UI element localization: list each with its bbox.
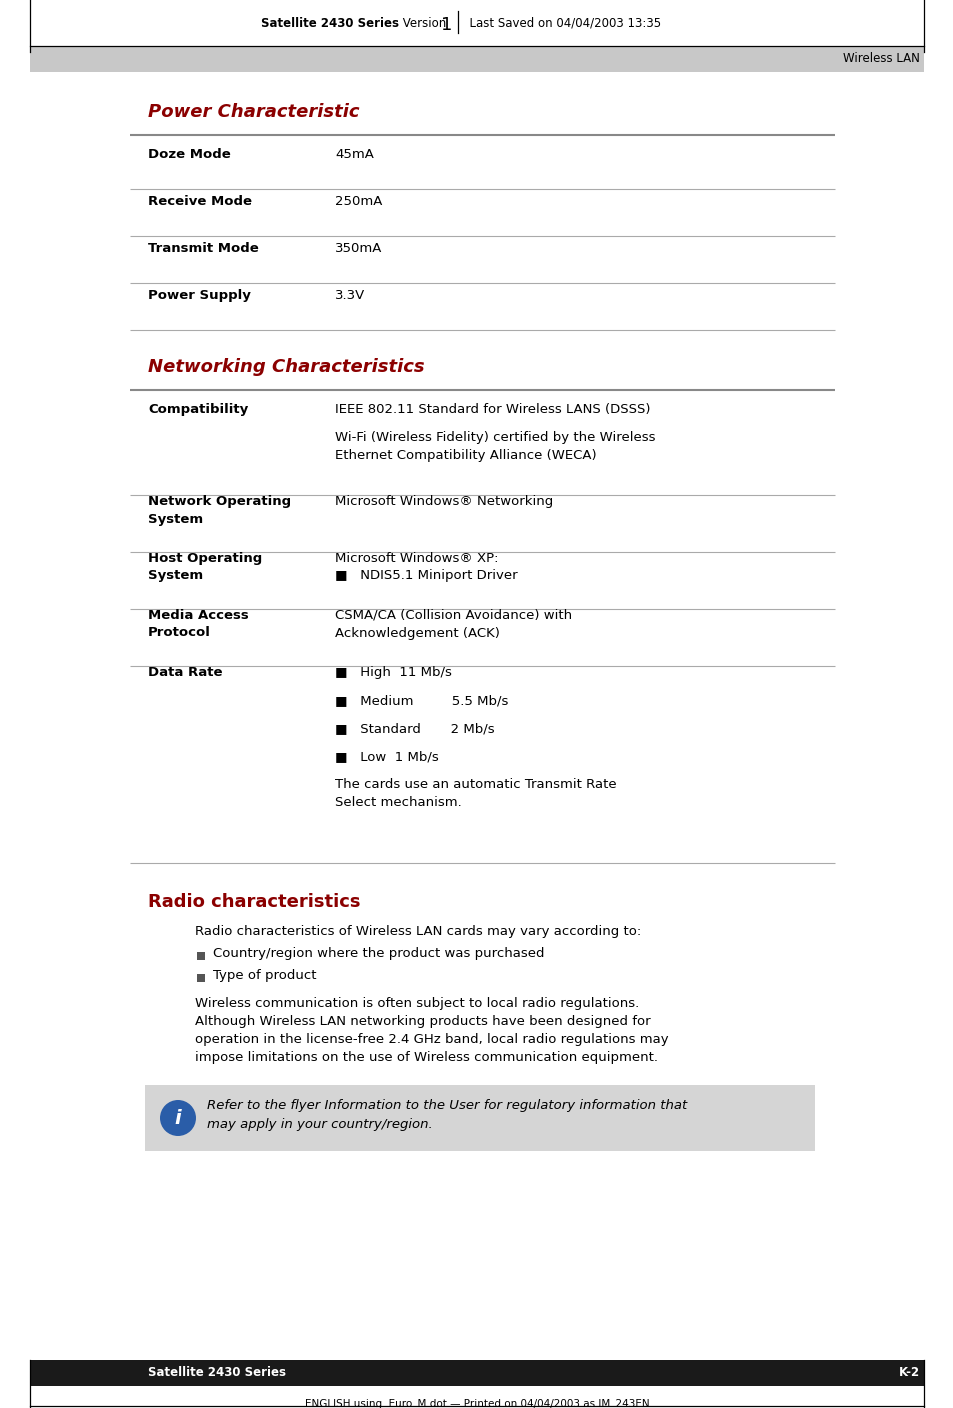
Text: Select mechanism.: Select mechanism.: [335, 796, 461, 808]
Text: ■   High  11 Mb/s: ■ High 11 Mb/s: [335, 666, 452, 679]
Text: Compatibility: Compatibility: [148, 403, 248, 415]
Text: Satellite 2430 Series: Satellite 2430 Series: [261, 17, 398, 30]
Text: Wi-Fi (Wireless Fidelity) certified by the Wireless: Wi-Fi (Wireless Fidelity) certified by t…: [335, 431, 655, 444]
Text: Network Operating: Network Operating: [148, 496, 291, 508]
Text: Wireless communication is often subject to local radio regulations.: Wireless communication is often subject …: [194, 997, 639, 1010]
Text: Microsoft Windows® Networking: Microsoft Windows® Networking: [335, 496, 553, 508]
Bar: [30, 1360, 923, 1385]
Text: 1: 1: [441, 15, 453, 34]
Text: 3.3V: 3.3V: [335, 289, 365, 301]
Text: Country/region where the product was purchased: Country/region where the product was pur…: [213, 948, 544, 960]
Text: Wireless LAN: Wireless LAN: [842, 52, 919, 65]
Text: 350mA: 350mA: [335, 242, 382, 255]
Text: K-2: K-2: [898, 1366, 919, 1378]
Bar: [196, 973, 205, 981]
Text: Transmit Mode: Transmit Mode: [148, 242, 258, 255]
Text: System: System: [148, 513, 203, 525]
Text: ■   Medium         5.5 Mb/s: ■ Medium 5.5 Mb/s: [335, 694, 508, 707]
Text: Media Access: Media Access: [148, 610, 249, 622]
Text: Acknowledgement (ACK): Acknowledgement (ACK): [335, 627, 499, 639]
Text: Although Wireless LAN networking products have been designed for: Although Wireless LAN networking product…: [194, 1015, 650, 1028]
Text: Data Rate: Data Rate: [148, 666, 222, 679]
Bar: [30, 46, 923, 72]
Text: Refer to the flyer Information to the User for regulatory information that: Refer to the flyer Information to the Us…: [207, 1100, 686, 1112]
Text: CSMA/CA (Collision Avoidance) with: CSMA/CA (Collision Avoidance) with: [335, 610, 572, 622]
Circle shape: [160, 1100, 195, 1136]
Text: Host Operating: Host Operating: [148, 552, 262, 565]
Text: may apply in your country/region.: may apply in your country/region.: [207, 1118, 433, 1131]
Text: System: System: [148, 569, 203, 583]
Text: 45mA: 45mA: [335, 148, 374, 161]
Text: Radio characteristics of Wireless LAN cards may vary according to:: Radio characteristics of Wireless LAN ca…: [194, 925, 640, 938]
Text: The cards use an automatic Transmit Rate: The cards use an automatic Transmit Rate: [335, 779, 616, 791]
Text: Version: Version: [398, 17, 454, 30]
Bar: [145, 1086, 814, 1150]
Text: 250mA: 250mA: [335, 194, 382, 208]
Text: Satellite 2430 Series: Satellite 2430 Series: [148, 1366, 286, 1378]
Text: ENGLISH using  Euro_M.dot — Printed on 04/04/2003 as IM_243EN: ENGLISH using Euro_M.dot — Printed on 04…: [304, 1398, 649, 1408]
Text: operation in the license-free 2.4 GHz band, local radio regulations may: operation in the license-free 2.4 GHz ba…: [194, 1033, 668, 1046]
Text: Last Saved on 04/04/2003 13:35: Last Saved on 04/04/2003 13:35: [461, 17, 660, 30]
Text: Ethernet Compatibility Alliance (WECA): Ethernet Compatibility Alliance (WECA): [335, 449, 596, 462]
Text: Doze Mode: Doze Mode: [148, 148, 231, 161]
Text: i: i: [174, 1108, 181, 1128]
Text: ■   Standard       2 Mb/s: ■ Standard 2 Mb/s: [335, 722, 494, 735]
Text: ■   NDIS5.1 Miniport Driver: ■ NDIS5.1 Miniport Driver: [335, 569, 517, 583]
Text: ■   Low  1 Mb/s: ■ Low 1 Mb/s: [335, 750, 438, 763]
Text: Protocol: Protocol: [148, 627, 211, 639]
Text: impose limitations on the use of Wireless communication equipment.: impose limitations on the use of Wireles…: [194, 1050, 658, 1064]
Bar: [196, 952, 205, 959]
Text: Power Supply: Power Supply: [148, 289, 251, 301]
Text: Power Characteristic: Power Characteristic: [148, 103, 359, 121]
Text: Receive Mode: Receive Mode: [148, 194, 252, 208]
Text: Radio characteristics: Radio characteristics: [148, 893, 360, 911]
Text: IEEE 802.11 Standard for Wireless LANS (DSSS): IEEE 802.11 Standard for Wireless LANS (…: [335, 403, 650, 415]
Text: Microsoft Windows® XP:: Microsoft Windows® XP:: [335, 552, 498, 565]
Text: Networking Characteristics: Networking Characteristics: [148, 358, 424, 376]
Text: Type of product: Type of product: [213, 969, 316, 981]
